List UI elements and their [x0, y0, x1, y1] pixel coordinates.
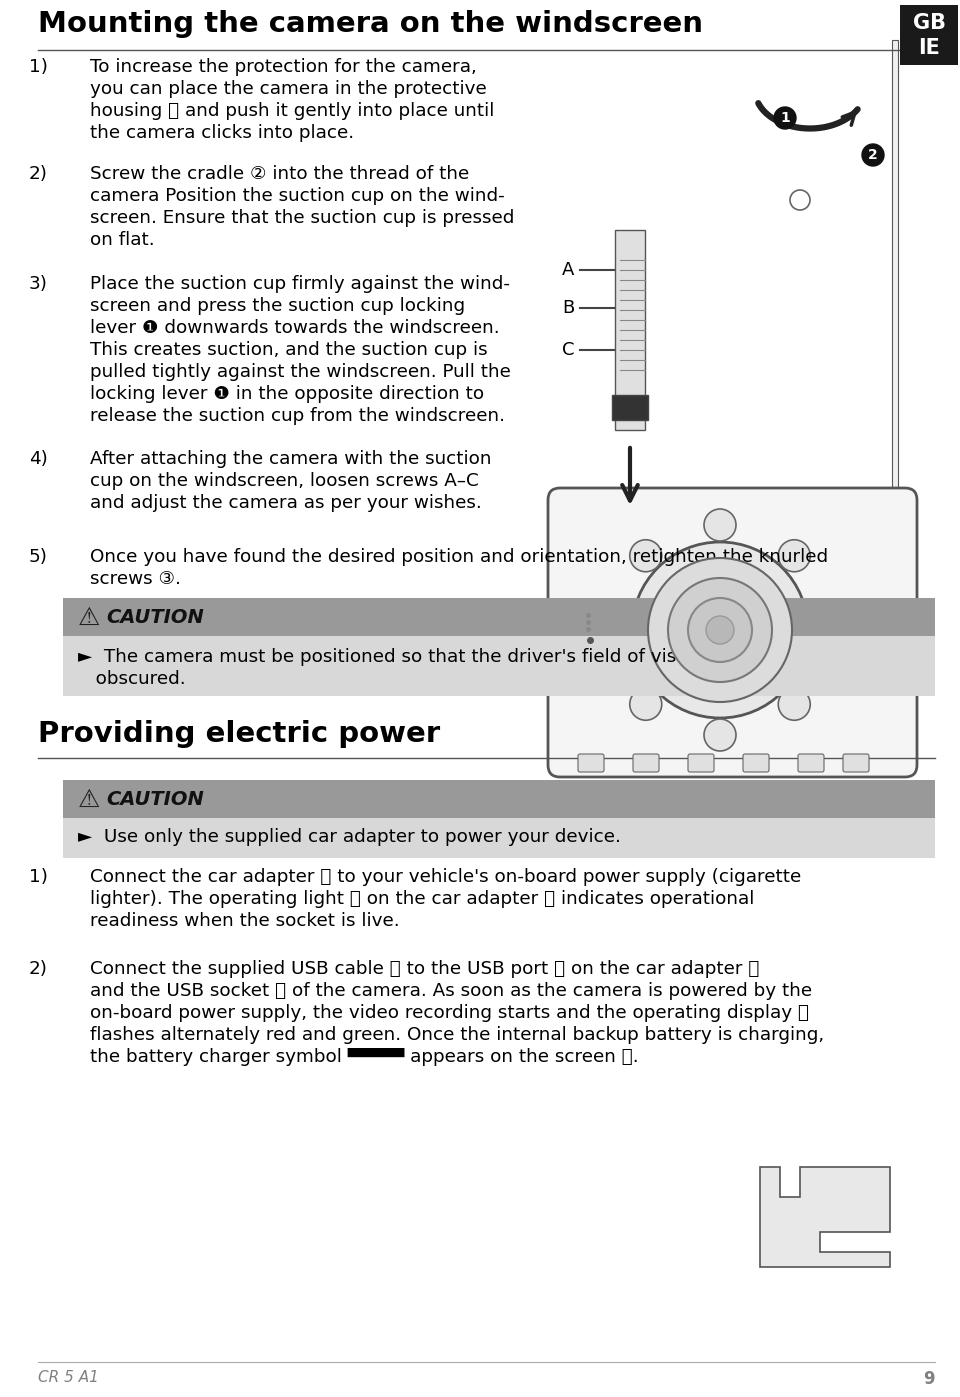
- Text: 2): 2): [29, 165, 48, 183]
- Text: To increase the protection for the camera,: To increase the protection for the camer…: [90, 59, 477, 75]
- Text: B: B: [562, 299, 574, 317]
- Text: on-board power supply, the video recording starts and the operating display ⓩ: on-board power supply, the video recordi…: [90, 1004, 809, 1023]
- Text: CR 5 A1: CR 5 A1: [38, 1370, 99, 1384]
- Text: screws ③.: screws ③.: [90, 570, 180, 588]
- Text: camera Position the suction cup on the wind-: camera Position the suction cup on the w…: [90, 187, 505, 205]
- FancyBboxPatch shape: [843, 754, 869, 773]
- Text: readiness when the socket is live.: readiness when the socket is live.: [90, 912, 399, 930]
- FancyBboxPatch shape: [688, 754, 714, 773]
- Circle shape: [704, 719, 736, 752]
- Text: A: A: [562, 261, 574, 279]
- Circle shape: [809, 615, 841, 645]
- Text: ⚠: ⚠: [78, 606, 101, 630]
- Text: 1: 1: [780, 110, 790, 124]
- Circle shape: [599, 615, 631, 645]
- Text: Connect the car adapter ⓤ to your vehicle's on-board power supply (cigarette: Connect the car adapter ⓤ to your vehicl…: [90, 868, 802, 886]
- Text: 2: 2: [868, 148, 877, 162]
- Circle shape: [668, 578, 772, 682]
- Text: CAUTION: CAUTION: [106, 608, 204, 627]
- FancyBboxPatch shape: [633, 754, 659, 773]
- Text: flashes alternately red and green. Once the internal backup battery is charging,: flashes alternately red and green. Once …: [90, 1025, 824, 1044]
- Text: ►  Use only the supplied car adapter to power your device.: ► Use only the supplied car adapter to p…: [78, 828, 621, 847]
- Circle shape: [779, 689, 810, 721]
- Polygon shape: [760, 1166, 890, 1267]
- Circle shape: [688, 598, 752, 662]
- Text: Screw the cradle ② into the thread of the: Screw the cradle ② into the thread of th…: [90, 165, 469, 183]
- Circle shape: [774, 108, 796, 129]
- Text: IE: IE: [918, 38, 940, 59]
- Circle shape: [648, 557, 792, 703]
- Text: screen and press the suction cup locking: screen and press the suction cup locking: [90, 298, 466, 314]
- Text: housing ⓧ and push it gently into place until: housing ⓧ and push it gently into place …: [90, 102, 494, 120]
- Text: 4): 4): [29, 450, 48, 468]
- Text: Connect the supplied USB cable ⓥ to the USB port ⓢ on the car adapter ⓤ: Connect the supplied USB cable ⓥ to the …: [90, 960, 759, 978]
- Text: ►  The camera must be positioned so that the driver's field of vision is not: ► The camera must be positioned so that …: [78, 648, 760, 666]
- Text: 9: 9: [924, 1370, 935, 1389]
- Text: lighter). The operating light ⓣ on the car adapter ⓤ indicates operational: lighter). The operating light ⓣ on the c…: [90, 890, 755, 908]
- FancyBboxPatch shape: [578, 754, 604, 773]
- Text: 3): 3): [29, 275, 48, 293]
- Bar: [63, 636, 935, 696]
- Text: 1): 1): [29, 59, 48, 75]
- FancyBboxPatch shape: [798, 754, 824, 773]
- Circle shape: [790, 190, 810, 210]
- Text: pulled tightly against the windscreen. Pull the: pulled tightly against the windscreen. P…: [90, 363, 511, 381]
- Text: the battery charger symbol ▀▀▀▀ appears on the screen ⓝ.: the battery charger symbol ▀▀▀▀ appears …: [90, 1048, 638, 1066]
- Text: and adjust the camera as per your wishes.: and adjust the camera as per your wishes…: [90, 495, 482, 511]
- FancyBboxPatch shape: [743, 754, 769, 773]
- Text: Place the suction cup firmly against the wind-: Place the suction cup firmly against the…: [90, 275, 510, 293]
- Bar: [892, 41, 898, 541]
- Text: on flat.: on flat.: [90, 231, 155, 249]
- Circle shape: [704, 509, 736, 541]
- Circle shape: [630, 689, 661, 721]
- Text: 2): 2): [29, 960, 48, 978]
- Text: Providing electric power: Providing electric power: [38, 719, 440, 747]
- Circle shape: [779, 539, 810, 571]
- Text: release the suction cup from the windscreen.: release the suction cup from the windscr…: [90, 407, 505, 425]
- Bar: [900, 6, 958, 66]
- Text: Mounting the camera on the windscreen: Mounting the camera on the windscreen: [38, 10, 703, 38]
- Bar: [63, 598, 935, 636]
- Text: screen. Ensure that the suction cup is pressed: screen. Ensure that the suction cup is p…: [90, 210, 515, 226]
- Text: CAUTION: CAUTION: [106, 789, 204, 809]
- Text: 5): 5): [29, 548, 48, 566]
- Circle shape: [630, 539, 661, 571]
- Text: cup on the windscreen, loosen screws A–C: cup on the windscreen, loosen screws A–C: [90, 472, 479, 490]
- Circle shape: [862, 144, 884, 166]
- Circle shape: [632, 542, 808, 718]
- Text: ⚠: ⚠: [78, 788, 101, 812]
- Text: This creates suction, and the suction cup is: This creates suction, and the suction cu…: [90, 341, 488, 359]
- Bar: [63, 780, 935, 819]
- Text: After attaching the camera with the suction: After attaching the camera with the suct…: [90, 450, 492, 468]
- Text: GB: GB: [913, 13, 946, 34]
- Text: you can place the camera in the protective: you can place the camera in the protecti…: [90, 80, 487, 98]
- Circle shape: [706, 616, 734, 644]
- Text: and the USB socket ⓞ of the camera. As soon as the camera is powered by the: and the USB socket ⓞ of the camera. As s…: [90, 982, 812, 1000]
- Text: 1): 1): [29, 868, 48, 886]
- Text: C: C: [562, 341, 574, 359]
- Text: locking lever ❶ in the opposite direction to: locking lever ❶ in the opposite directio…: [90, 386, 484, 402]
- Text: the camera clicks into place.: the camera clicks into place.: [90, 124, 354, 142]
- Text: Once you have found the desired position and orientation, retighten the knurled: Once you have found the desired position…: [90, 548, 828, 566]
- Bar: [615, 231, 645, 430]
- Bar: [612, 395, 648, 420]
- Bar: [63, 819, 935, 858]
- FancyBboxPatch shape: [548, 488, 917, 777]
- Text: obscured.: obscured.: [78, 671, 185, 687]
- Text: lever ❶ downwards towards the windscreen.: lever ❶ downwards towards the windscreen…: [90, 319, 499, 337]
